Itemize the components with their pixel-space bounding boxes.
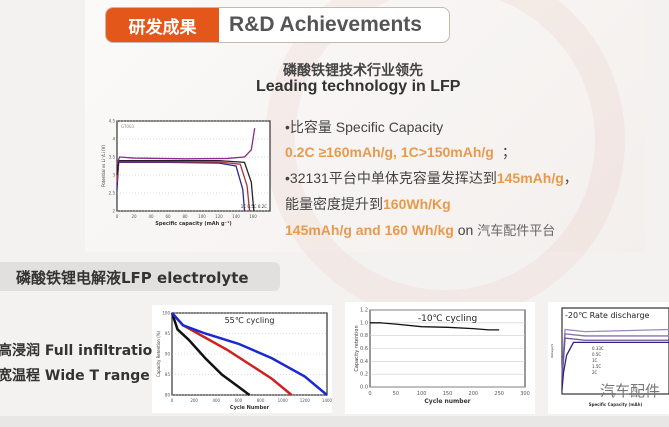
y-tick-label: 0.2 <box>360 372 368 378</box>
x-tick-label: 200 <box>190 398 198 403</box>
cycling-55c-chart: 80 85 90 95 100 0 200 400 600 800 1000 1200 1400 Cycl… <box>152 305 333 413</box>
legend-entry: 1.5C <box>592 364 601 369</box>
y-tick-label: 0.4 <box>360 359 368 365</box>
y-axis-label: Capacity Retention (%) <box>156 330 161 377</box>
feature-temp-range: 宽温程 Wide T range <box>0 368 150 384</box>
legend-entry: 2C <box>592 370 598 375</box>
y-tick-label: 80 <box>165 393 171 398</box>
x-tick-label: 0 <box>171 398 174 403</box>
x-tick-label: 400 <box>212 398 220 403</box>
subtitle-en: Leading technology in LFP <box>256 78 461 95</box>
plot-frame <box>561 307 669 395</box>
feature-infiltration: 高浸润 Full infiltration <box>0 343 163 359</box>
summary-tail: on <box>453 222 474 238</box>
x-tick-label: 0 <box>116 214 119 219</box>
x-tick-label: 800 <box>257 398 265 403</box>
voltage-chart: 2 2.5 3 3.5 4 4.5 0 20 40 60 80 100 120 140 160 Specifi… <box>95 113 280 248</box>
x-tick-label: 80 <box>182 214 188 219</box>
footer-strip <box>0 416 669 427</box>
series-line-retention <box>370 322 500 331</box>
footer-watermark: 汽车配件 <box>600 382 661 400</box>
chart-title: -20℃ Rate discharge <box>565 311 650 320</box>
y-tick-label: 4 <box>112 137 115 142</box>
x-tick-label: 160 <box>249 214 257 219</box>
y-tick-label: 2.5 <box>109 191 116 196</box>
plot-frame <box>116 120 271 212</box>
y-tick-label: 0.0 <box>360 385 368 391</box>
x-axis-label: Specific capacity (mAh g⁻¹) <box>155 221 231 227</box>
series-line-0.5C <box>116 161 251 212</box>
electrolyte-title: 磷酸铁锂电解液LFP electrolyte <box>16 269 249 287</box>
x-tick-label: 150 <box>443 391 453 397</box>
y-tick-label: 2 <box>112 209 115 214</box>
legend-entry: 0.33C <box>592 346 604 351</box>
bullet-specific-capacity: •比容量 Specific Capacity <box>285 119 444 135</box>
header-en: R&D Achievements <box>229 13 422 36</box>
watermark-text: 汽车配件平台 <box>477 223 556 238</box>
x-tick-label: 1200 <box>300 398 311 403</box>
x-tick-label: 140 <box>232 214 240 219</box>
x-tick-label: 100 <box>417 391 427 397</box>
x-tick-label: 0 <box>368 391 371 397</box>
y-tick-label: 100 <box>162 311 170 316</box>
series-line-2C <box>561 341 669 390</box>
x-tick-label: 300 <box>520 391 530 397</box>
y-tick-label: 85 <box>165 372 171 377</box>
y-axis-label: Capacity retention <box>354 325 360 371</box>
platform-value: 145mAh/g <box>496 170 564 186</box>
plot-frame <box>171 312 328 396</box>
x-axis-label: Cycle number <box>424 398 470 405</box>
y-tick-label: 0.6 <box>360 346 368 352</box>
platform-text: •32131平台中单体克容量发挥达到 <box>285 170 497 186</box>
x-tick-label: 1400 <box>322 398 332 403</box>
series-line-1C <box>116 161 246 212</box>
x-tick-label: 60 <box>165 214 171 219</box>
section-header: 研发成果 R&D Achievements <box>105 7 450 43</box>
x-tick-label: 20 <box>131 214 137 219</box>
density-value: 160Wh/Kg <box>383 196 451 212</box>
summary-values: 145mAh/g and 160 Wh/kg <box>285 222 454 238</box>
x-tick-label: 40 <box>148 214 154 219</box>
y-tick-label: 1.2 <box>360 308 368 314</box>
x-tick-label: 100 <box>198 214 206 219</box>
rate-discharge-chart: Specific Capacity (mAh) Voltage/V -20℃ Rat… <box>548 302 669 414</box>
y-tick-label: 3 <box>112 173 115 178</box>
series-line-charge <box>116 128 256 165</box>
chart-title: GT003 <box>121 124 134 129</box>
legend: 1C 0.5C 0.2C <box>241 204 267 209</box>
y-axis-label: Voltage/V <box>550 343 554 358</box>
y-tick-label: 1.0 <box>360 320 368 326</box>
x-tick-label: 120 <box>215 214 223 219</box>
legend-entry: 0.5C <box>592 352 601 357</box>
x-axis-label: Specific Capacity (mAh) <box>589 402 643 407</box>
density-text: 能量密度提升到 <box>285 196 383 212</box>
cycling-minus10c-chart: 0.0 0.2 0.4 0.6 0.8 1.0 1.2 0 50 100 150 200 250 300 C… <box>345 302 535 414</box>
x-tick-label: 200 <box>469 391 479 397</box>
chart-title: -10℃ cycling <box>418 314 477 324</box>
subtitle-cn: 磷酸铁锂技术行业领先 <box>283 63 423 79</box>
x-tick-label: 50 <box>393 391 399 397</box>
y-tick-label: 95 <box>165 331 171 336</box>
y-axis-label: Potential vs Li⁺/Li (V) <box>101 145 106 187</box>
header-cn: 研发成果 <box>106 8 219 42</box>
x-tick-label: 250 <box>494 391 504 397</box>
series-line-black <box>170 312 251 397</box>
y-tick-label: 4.5 <box>109 119 116 124</box>
chart-title: 55℃ cycling <box>225 316 275 325</box>
y-tick-label: 0.8 <box>360 333 368 339</box>
capacity-values: 0.2C ≥160mAh/g, 1C>150mAh/g <box>285 144 494 160</box>
series-line-0.2C <box>116 159 255 212</box>
series-line-1C <box>561 337 669 382</box>
punct: ； <box>501 144 516 160</box>
x-tick-label: 1000 <box>278 398 289 403</box>
series-line-blue <box>171 312 328 396</box>
x-axis-label: Cycle Number <box>230 405 270 411</box>
punct: ， <box>563 170 578 186</box>
x-tick-label: 600 <box>235 398 243 403</box>
legend-entry: 1C <box>592 358 598 363</box>
electrolyte-band: 磷酸铁锂电解液LFP electrolyte <box>0 262 280 291</box>
y-tick-label: 3.5 <box>109 155 116 160</box>
y-tick-label: 90 <box>165 352 171 357</box>
